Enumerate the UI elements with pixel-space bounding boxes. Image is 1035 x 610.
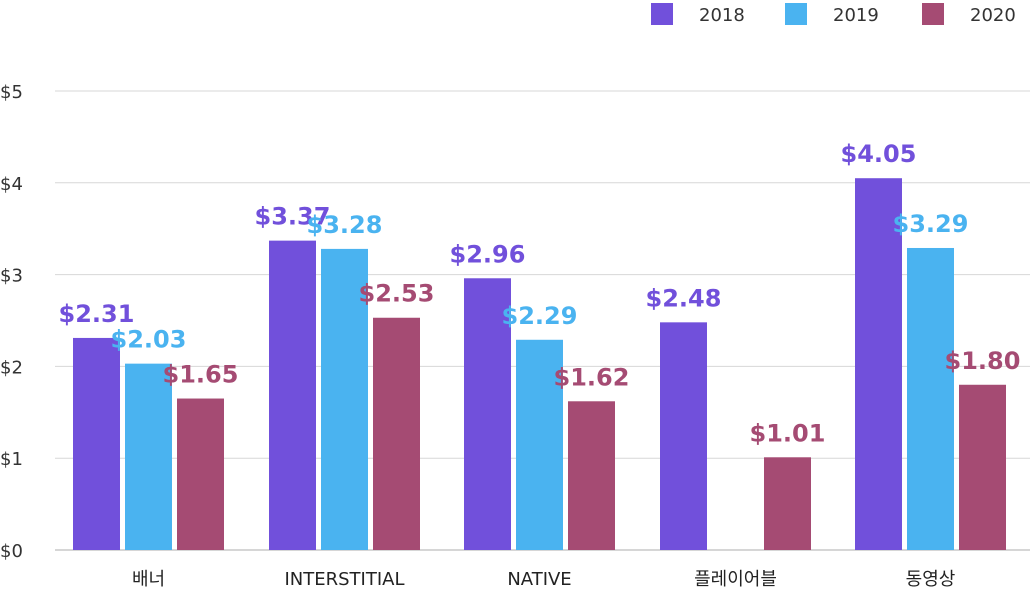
legend-label: 2019: [833, 5, 879, 26]
bar-2020-1: [373, 317, 420, 550]
data-label: $2.29: [502, 302, 578, 330]
legend-label: 2018: [699, 5, 745, 26]
data-label: $1.80: [945, 347, 1021, 375]
bar-2020-4: [959, 384, 1006, 550]
data-label: $2.31: [59, 300, 135, 328]
data-label: $1.62: [554, 363, 630, 391]
bar-2019-0: [125, 363, 172, 550]
bar-2018-3: [660, 322, 707, 550]
x-tick-label: NATIVE: [507, 569, 571, 590]
x-tick-label: 배너: [132, 569, 165, 590]
data-label: $4.05: [841, 140, 917, 168]
bar-2019-1: [321, 248, 368, 550]
bar-2020-2: [568, 401, 615, 550]
data-label: $2.53: [359, 280, 435, 308]
y-axis-ticks: $0 $1 $2 $3 $4 $5: [0, 82, 23, 562]
legend-item-2018: 2018: [651, 3, 745, 26]
bar-2019-2: [516, 339, 563, 550]
legend-swatch: [785, 3, 807, 25]
data-label: $3.28: [307, 211, 383, 239]
bar-2019-4: [907, 247, 954, 550]
y-tick-label: $2: [0, 357, 23, 378]
legend-swatch: [922, 3, 944, 25]
bar-2018-0: [73, 337, 120, 550]
data-labels: $2.31 $3.37 $2.96 $2.48 $4.05 $2.03 $3.28 $2.29…: [59, 140, 1021, 447]
y-tick-label: $4: [0, 174, 23, 195]
data-label: $2.03: [111, 326, 187, 354]
x-tick-label: 플레이어블: [694, 569, 777, 590]
legend: 2018 2019 2020: [651, 3, 1016, 26]
data-label: $3.37: [255, 203, 331, 231]
legend-label: 2020: [970, 5, 1016, 26]
data-label: $1.65: [163, 361, 239, 389]
y-tick-label: $3: [0, 266, 23, 287]
legend-swatch: [651, 3, 673, 25]
y-tick-label: $0: [0, 541, 23, 562]
data-label: $2.96: [450, 240, 526, 268]
x-tick-label: 동영상: [906, 569, 956, 590]
bar-2020-0: [177, 398, 224, 550]
legend-item-2019: 2019: [785, 3, 879, 26]
data-label: $1.01: [750, 419, 826, 447]
x-axis-ticks: 배너 INTERSTITIAL NATIVE 플레이어블 동영상: [132, 569, 955, 590]
x-tick-label: INTERSTITIAL: [284, 569, 404, 590]
y-tick-label: $5: [0, 82, 23, 103]
y-tick-label: $1: [0, 449, 23, 470]
legend-item-2020: 2020: [922, 3, 1016, 26]
bar-2020-3: [764, 457, 811, 550]
bars: [73, 178, 1006, 550]
bar-2018-4: [855, 178, 902, 550]
bar-2018-2: [464, 278, 511, 550]
data-label: $3.29: [893, 210, 969, 238]
bar-2018-1: [269, 240, 316, 550]
data-label: $2.48: [646, 284, 722, 312]
